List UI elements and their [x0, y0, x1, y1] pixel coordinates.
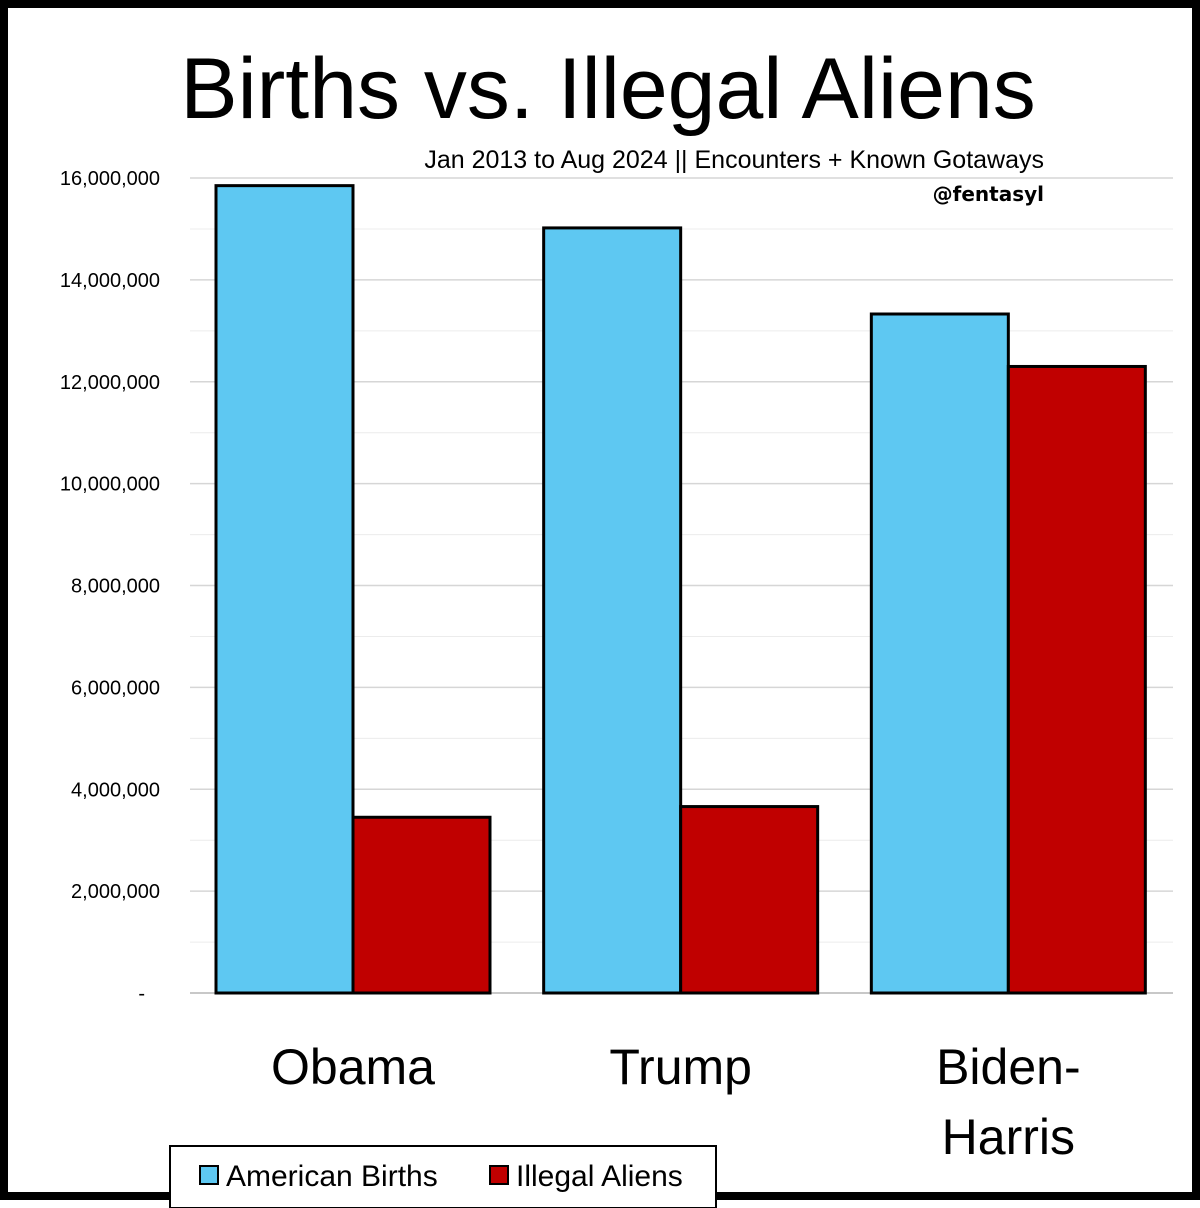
x-category-label: Trump [609, 1039, 752, 1095]
y-tick-label: 6,000,000 [71, 677, 160, 699]
bar-illegal-aliens [351, 815, 492, 995]
chart-credit: @fentasyl [933, 182, 1044, 206]
legend-swatch [199, 1165, 219, 1185]
y-tick-label: 2,000,000 [71, 881, 160, 903]
y-tick-label: 4,000,000 [71, 779, 160, 801]
legend-box [169, 1145, 717, 1208]
legend-label: Illegal Aliens [516, 1160, 683, 1193]
bar-illegal-aliens [1006, 364, 1147, 995]
y-tick-label: 14,000,000 [60, 270, 160, 292]
bar-illegal-aliens [679, 805, 820, 995]
legend-label: American Births [226, 1160, 438, 1193]
legend-swatch [489, 1165, 509, 1185]
x-category-label: Harris [942, 1109, 1075, 1165]
chart-subtitle: Jan 2013 to Aug 2024 || Encounters + Kno… [424, 146, 1044, 174]
y-tick-label: 8,000,000 [71, 576, 160, 598]
x-axis-category-labels: Obama Trump Biden- Harris [271, 1039, 1081, 1165]
bar-american-births [214, 184, 355, 995]
y-axis-tick-labels: - 2,000,000 4,000,000 6,000,000 8,000,000 10,… [60, 168, 160, 1005]
chart-title: Births vs. Illegal Aliens [180, 41, 1036, 137]
y-tick-label: 12,000,000 [60, 372, 160, 394]
x-category-label: Biden- [936, 1039, 1081, 1095]
x-category-label: Obama [271, 1039, 435, 1095]
bar-american-births [869, 312, 1010, 995]
y-tick-label: 10,000,000 [60, 474, 160, 496]
legend: American Births Illegal Aliens [169, 1145, 717, 1208]
bar-chart: Births vs. Illegal Aliens Jan 2013 to Au… [60, 41, 1173, 1208]
bar-american-births [542, 226, 683, 995]
bars [214, 184, 1147, 995]
y-tick-label: - [138, 983, 145, 1005]
y-tick-label: 16,000,000 [60, 168, 160, 190]
